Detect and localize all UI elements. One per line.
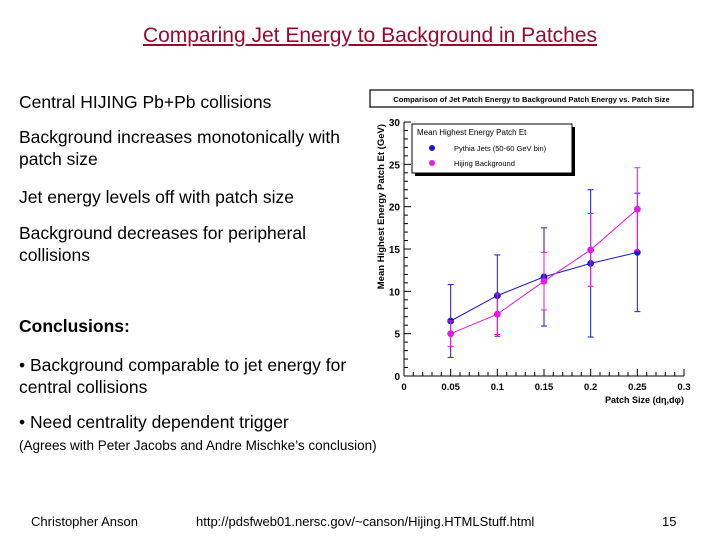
footer-url: http://pdsfweb01.nersc.gov/~canson/Hijin… <box>196 514 535 529</box>
chart-title-box <box>369 89 694 108</box>
legend-box <box>411 123 573 174</box>
x-tick-label: 0.3 <box>677 382 690 393</box>
agreement-note: (Agrees with Peter Jacobs and Andre Misc… <box>19 438 377 453</box>
data-point <box>493 310 501 318</box>
y-tick-label: 10 <box>389 287 401 298</box>
data-point <box>587 246 595 254</box>
conclusion-background-comparable: • Background comparable to jet energy fo… <box>19 355 347 397</box>
y-tick-label: 5 <box>394 330 400 341</box>
legend-entry: Pythia Jets (50-60 GeV bin) <box>454 144 547 153</box>
y-tick-label: 15 <box>389 245 401 256</box>
slide-title: Comparing Jet Energy to Background in Pa… <box>142 24 598 47</box>
x-tick-label: 0.05 <box>441 382 460 393</box>
x-tick-label: 0.2 <box>584 382 597 393</box>
y-tick-label: 25 <box>389 160 401 171</box>
bullet-jet-energy-levels: Jet energy levels off with patch size <box>19 187 294 207</box>
legend-marker <box>429 160 435 166</box>
chart-title: Comparison of Jet Patch Energy to Backgr… <box>393 95 669 104</box>
legend-entry: Hijing Background <box>454 159 515 168</box>
conclusions-heading: Conclusions: <box>19 316 130 336</box>
conclusion-centrality-trigger: • Need centrality dependent trigger <box>19 412 289 432</box>
legend-marker <box>429 145 435 151</box>
legend-title: Mean Highest Energy Patch Et <box>417 128 527 137</box>
bullet-background-increases: Background increases monotonically with … <box>19 127 340 169</box>
y-axis-title: Mean Highest Energy Patch Et (GeV) <box>376 124 387 289</box>
x-tick-label: 0.1 <box>491 382 505 393</box>
y-tick-label: 20 <box>389 203 401 214</box>
bullet-background-decreases: Background decreases for peripheral coll… <box>19 223 306 265</box>
x-tick-label: 0.15 <box>535 382 554 393</box>
bullet-hijing-collisions: Central HIJING Pb+Pb collisions <box>19 92 272 112</box>
data-point <box>447 330 455 338</box>
y-tick-label: 30 <box>389 118 401 129</box>
x-tick-label: 0 <box>401 382 406 393</box>
x-axis-title: Patch Size (dη,dφ) <box>605 395 684 405</box>
page-number: 15 <box>662 514 677 529</box>
data-point <box>540 277 548 285</box>
x-tick-label: 0.25 <box>628 382 647 393</box>
plot-layer: 0 0.05 0.1 0.15 0.2 0.25 0.3 0 5 10 15 20 25 30 Patch … <box>376 118 691 405</box>
energy-vs-patch-size-chart: Comparison of Jet Patch Energy to Backgr… <box>369 89 694 405</box>
y-tick-label: 0 <box>394 372 400 383</box>
footer-author: Christopher Anson <box>31 514 138 529</box>
data-point <box>633 205 641 213</box>
